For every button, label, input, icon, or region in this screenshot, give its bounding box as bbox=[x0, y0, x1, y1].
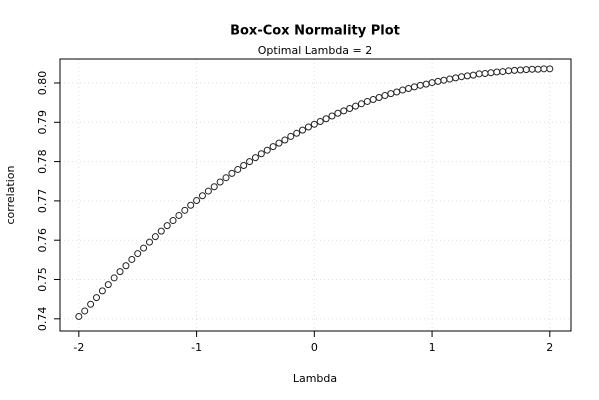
point bbox=[122, 262, 130, 270]
point bbox=[275, 139, 283, 147]
point bbox=[81, 307, 89, 315]
point bbox=[316, 117, 324, 125]
point bbox=[352, 102, 360, 110]
point bbox=[98, 287, 106, 295]
y-tick-label: 0.74 bbox=[36, 307, 49, 332]
point bbox=[181, 206, 189, 214]
point bbox=[246, 158, 254, 166]
point bbox=[216, 178, 224, 186]
point bbox=[175, 211, 183, 219]
x-tick-label: 0 bbox=[311, 341, 318, 354]
point bbox=[310, 120, 318, 128]
chart-subtitle: Optimal Lambda = 2 bbox=[258, 44, 373, 57]
point bbox=[198, 192, 206, 200]
point bbox=[204, 187, 212, 195]
point bbox=[251, 154, 259, 162]
point bbox=[304, 123, 312, 131]
point bbox=[157, 227, 165, 235]
point bbox=[128, 255, 136, 263]
point bbox=[163, 222, 171, 230]
point bbox=[263, 146, 271, 154]
point bbox=[287, 132, 295, 140]
x-tick-label: -1 bbox=[191, 341, 202, 354]
point bbox=[169, 217, 177, 225]
point bbox=[187, 201, 195, 209]
point bbox=[116, 268, 124, 276]
y-tick-label: 0.77 bbox=[36, 189, 49, 214]
point bbox=[346, 105, 354, 113]
point bbox=[234, 165, 242, 173]
point bbox=[145, 238, 153, 246]
point bbox=[546, 65, 554, 73]
y-tick-label: 0.79 bbox=[36, 110, 49, 135]
point bbox=[257, 150, 265, 158]
point bbox=[340, 107, 348, 115]
point bbox=[140, 244, 148, 252]
x-axis-label: Lambda bbox=[293, 372, 337, 385]
point bbox=[334, 109, 342, 117]
point bbox=[75, 312, 83, 320]
point bbox=[110, 274, 118, 282]
point bbox=[293, 129, 301, 137]
y-tick-label: 0.78 bbox=[36, 149, 49, 174]
x-tick-label: 1 bbox=[429, 341, 436, 354]
point bbox=[210, 183, 218, 191]
chart-title: Box-Cox Normality Plot bbox=[230, 24, 400, 39]
point bbox=[269, 143, 277, 151]
point bbox=[134, 250, 142, 258]
point bbox=[240, 162, 248, 170]
x-tick-label: 2 bbox=[546, 341, 553, 354]
point bbox=[281, 136, 289, 144]
x-tick-label: -2 bbox=[73, 341, 84, 354]
y-tick-label: 0.75 bbox=[36, 267, 49, 292]
point bbox=[357, 100, 365, 108]
point bbox=[222, 174, 230, 182]
point bbox=[87, 300, 95, 308]
y-tick-label: 0.76 bbox=[36, 228, 49, 253]
point bbox=[193, 197, 201, 205]
point bbox=[104, 281, 112, 289]
point bbox=[228, 169, 236, 177]
point bbox=[151, 233, 159, 241]
point bbox=[299, 126, 307, 134]
point bbox=[328, 112, 336, 120]
point bbox=[93, 294, 100, 302]
y-axis-label: correlation bbox=[4, 165, 17, 224]
y-tick-label: 0.80 bbox=[36, 71, 49, 96]
plot-frame bbox=[59, 58, 572, 332]
point bbox=[322, 115, 330, 123]
